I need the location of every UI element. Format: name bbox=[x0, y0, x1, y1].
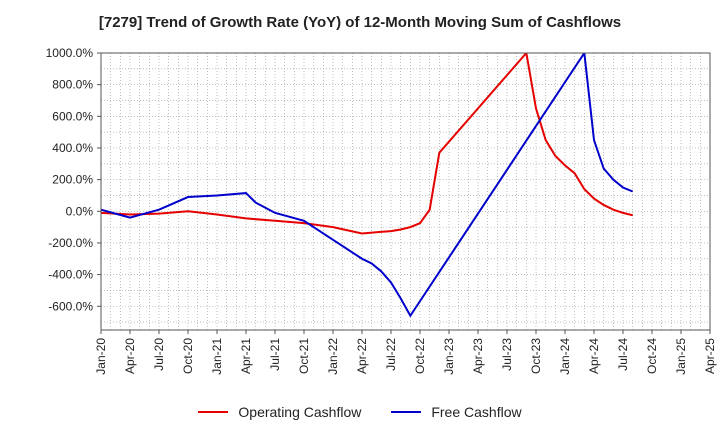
y-tick-label: -200.0% bbox=[48, 236, 93, 250]
legend-swatch-operating bbox=[198, 411, 229, 413]
x-tick-label: Oct-23 bbox=[529, 338, 543, 374]
y-tick-label: -400.0% bbox=[48, 268, 93, 282]
x-tick-label: Jan-24 bbox=[558, 338, 572, 375]
legend-label-free: Free Cashflow bbox=[431, 404, 522, 420]
series-lines bbox=[101, 53, 634, 318]
x-axis: Jan-20 Apr-20 Jul-20 Oct-20 Jan-21 Apr-21 Jul-… bbox=[94, 330, 717, 375]
x-tick-label: Apr-20 bbox=[123, 338, 137, 374]
legend-swatch-free bbox=[391, 411, 422, 413]
x-tick-label: Jan-20 bbox=[94, 338, 108, 375]
x-tick-label: Oct-24 bbox=[645, 338, 659, 374]
legend-item-operating: Operating Cashflow bbox=[198, 404, 361, 420]
x-tick-label: Oct-22 bbox=[413, 338, 427, 374]
x-tick-label: Jul-22 bbox=[384, 338, 398, 371]
y-tick-label: 800.0% bbox=[52, 78, 93, 92]
x-tick-label: Jan-22 bbox=[326, 338, 340, 375]
y-tick-label: 400.0% bbox=[52, 141, 93, 155]
x-tick-label: Jan-23 bbox=[442, 338, 456, 375]
x-tick-label: Jan-25 bbox=[674, 338, 688, 375]
chart-title: [7279] Trend of Growth Rate (YoY) of 12-… bbox=[98, 14, 622, 31]
x-tick-label: Apr-24 bbox=[587, 338, 601, 374]
operating-cashflow-line bbox=[101, 53, 633, 235]
x-tick-label: Apr-23 bbox=[471, 338, 485, 374]
y-tick-label: 600.0% bbox=[52, 109, 93, 123]
x-tick-label: Apr-21 bbox=[239, 338, 253, 374]
x-tick-label: Oct-20 bbox=[181, 338, 195, 374]
legend: Operating Cashflow Free Cashflow bbox=[0, 404, 720, 420]
legend-label-operating: Operating Cashflow bbox=[238, 404, 362, 420]
free-cashflow-line bbox=[101, 53, 634, 318]
x-tick-label: Apr-22 bbox=[355, 338, 369, 374]
x-tick-label: Jul-24 bbox=[616, 338, 630, 371]
x-tick-label: Jan-21 bbox=[210, 338, 224, 375]
y-tick-label: 200.0% bbox=[52, 173, 93, 187]
x-tick-label: Apr-25 bbox=[703, 338, 717, 374]
x-tick-label: Jul-20 bbox=[152, 338, 166, 371]
y-tick-label: -600.0% bbox=[48, 299, 93, 313]
y-axis: 1000.0% 800.0% 600.0% 400.0% 200.0% 0.0% -200.… bbox=[46, 46, 101, 313]
grid-lines bbox=[100, 52, 711, 330]
plot-frame bbox=[100, 52, 711, 331]
x-tick-label: Jul-23 bbox=[500, 338, 514, 371]
y-tick-label: 1000.0% bbox=[46, 46, 94, 60]
x-tick-label: Oct-21 bbox=[297, 338, 311, 374]
x-tick-label: Jul-21 bbox=[268, 338, 282, 371]
legend-item-free: Free Cashflow bbox=[391, 404, 522, 420]
y-tick-label: 0.0% bbox=[66, 204, 94, 218]
